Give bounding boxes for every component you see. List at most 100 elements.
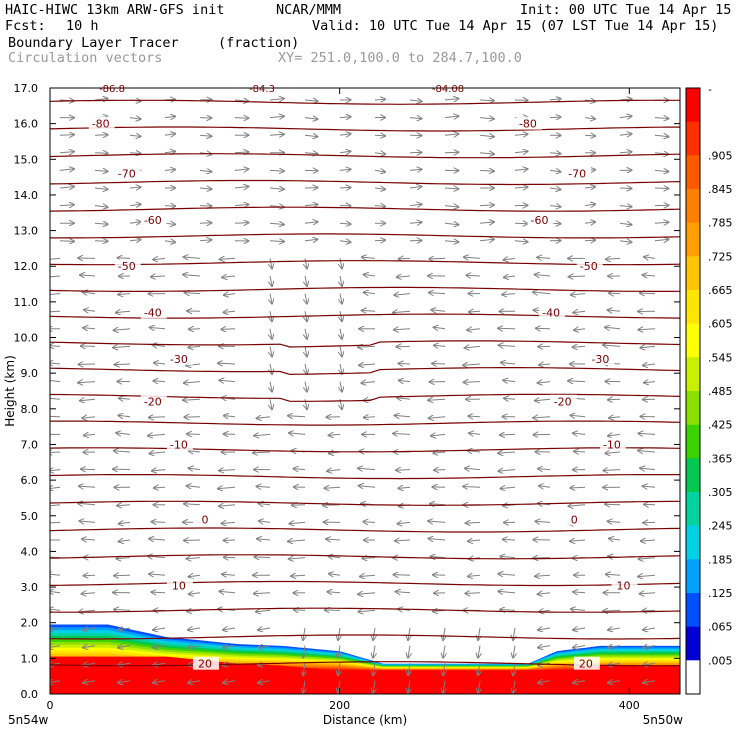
circulation-vector xyxy=(83,628,96,630)
circulation-vector xyxy=(94,99,108,101)
circulation-vector xyxy=(304,135,318,136)
circulation-vector xyxy=(444,188,458,189)
circulation-vector xyxy=(584,187,595,188)
temperature-contour xyxy=(50,260,680,266)
field-units: (fraction) xyxy=(218,35,300,51)
circulation-vector xyxy=(409,222,422,223)
circulation-vector xyxy=(373,680,375,693)
circulation-vector xyxy=(220,258,236,259)
circulation-vector xyxy=(434,345,446,346)
circulation-vector xyxy=(50,258,61,259)
circulation-vector xyxy=(305,381,307,392)
circulation-vector xyxy=(119,522,131,523)
circulation-vector xyxy=(429,417,446,418)
y-tick-label: 15.0 xyxy=(14,153,39,166)
contour-label: -50 xyxy=(118,260,136,273)
circulation-vector xyxy=(502,294,516,295)
circulation-vector xyxy=(503,539,516,540)
temperature-contour xyxy=(50,367,680,376)
circulation-vector xyxy=(79,521,96,522)
circulation-vector xyxy=(117,505,131,506)
circulation-vector xyxy=(643,646,656,648)
circulation-vector xyxy=(224,416,236,417)
y-tick-label: 4.0 xyxy=(21,545,39,558)
circulation-vector xyxy=(444,116,458,118)
circulation-vector xyxy=(603,345,621,346)
circulation-vector xyxy=(79,486,96,487)
circulation-vector xyxy=(431,310,446,311)
plot-frame xyxy=(49,87,681,695)
contour-label: 20 xyxy=(579,658,593,671)
circulation-vector xyxy=(479,135,494,137)
circulation-vector xyxy=(514,241,528,242)
circulation-vector xyxy=(153,681,166,683)
colorbar-label: .425 xyxy=(708,419,733,432)
circulation-vector xyxy=(643,681,656,683)
circulation-vector xyxy=(360,575,376,576)
colorbar-label: .665 xyxy=(708,284,733,297)
circulation-vector xyxy=(361,382,376,384)
circulation-vector xyxy=(84,434,96,435)
x-axis-label: Distance (km) xyxy=(323,713,407,727)
circulation-vector xyxy=(183,275,201,276)
circulation-vector xyxy=(479,222,494,223)
contour-label: -70 xyxy=(568,168,586,181)
circulation-vector xyxy=(78,382,96,383)
circulation-vector xyxy=(188,346,201,347)
circulation-vector xyxy=(305,258,307,268)
circulation-vector xyxy=(258,646,271,648)
circulation-vector xyxy=(224,311,236,312)
circulation-vector xyxy=(219,591,236,592)
circulation-vector xyxy=(184,382,201,383)
circulation-vector xyxy=(514,223,528,224)
circulation-vector xyxy=(254,593,271,594)
circulation-vector xyxy=(584,240,595,241)
circulation-vector xyxy=(257,486,271,487)
circulation-vector xyxy=(115,364,131,365)
circulation-vector xyxy=(269,116,284,117)
contour-label: -10 xyxy=(603,438,621,451)
circulation-vector xyxy=(399,258,411,259)
circulation-vector xyxy=(116,433,131,435)
circulation-vector xyxy=(478,645,480,658)
circulation-vector xyxy=(443,627,445,640)
circulation-vector xyxy=(50,505,61,506)
circulation-vector xyxy=(568,381,586,382)
circulation-vector xyxy=(408,680,410,693)
circulation-vector xyxy=(640,346,656,347)
circulation-vector xyxy=(359,486,376,488)
circulation-vector xyxy=(498,328,516,329)
circulation-vector xyxy=(608,399,621,400)
circulation-vector xyxy=(584,118,595,119)
xy-label: XY= 251.0,100.0 to 284.7,100.0 xyxy=(278,50,522,66)
circulation-vector xyxy=(164,241,175,243)
circulation-vector xyxy=(50,293,61,295)
circulation-vector xyxy=(270,363,272,374)
colorbar-label: .305 xyxy=(708,486,733,499)
circulation-vector xyxy=(129,222,141,224)
circulation-vector xyxy=(394,294,411,296)
circulation-vector xyxy=(409,204,422,205)
circulation-vector xyxy=(83,328,96,329)
circulation-vector xyxy=(329,574,341,576)
contour-label-top: -86.8 xyxy=(99,84,125,95)
circulation-vector xyxy=(327,592,341,593)
contour-label: 0 xyxy=(201,513,208,526)
circulation-vector xyxy=(118,646,131,648)
circulation-vector xyxy=(270,381,272,392)
circulation-vector xyxy=(443,663,445,675)
circulation-vector xyxy=(501,363,516,365)
circulation-vector xyxy=(223,681,236,683)
circulation-vector xyxy=(219,505,236,507)
circulation-vector xyxy=(164,134,175,136)
circulation-vector xyxy=(619,223,632,225)
circulation-vector xyxy=(187,434,201,435)
circulation-vector xyxy=(81,469,96,470)
circulation-vector xyxy=(292,505,306,506)
circulation-vector xyxy=(164,151,175,152)
circulation-vector xyxy=(329,434,341,435)
temperature-contour xyxy=(50,340,680,348)
circulation-vector xyxy=(373,645,375,658)
circulation-vector xyxy=(222,574,236,575)
circulation-vector xyxy=(501,487,516,488)
